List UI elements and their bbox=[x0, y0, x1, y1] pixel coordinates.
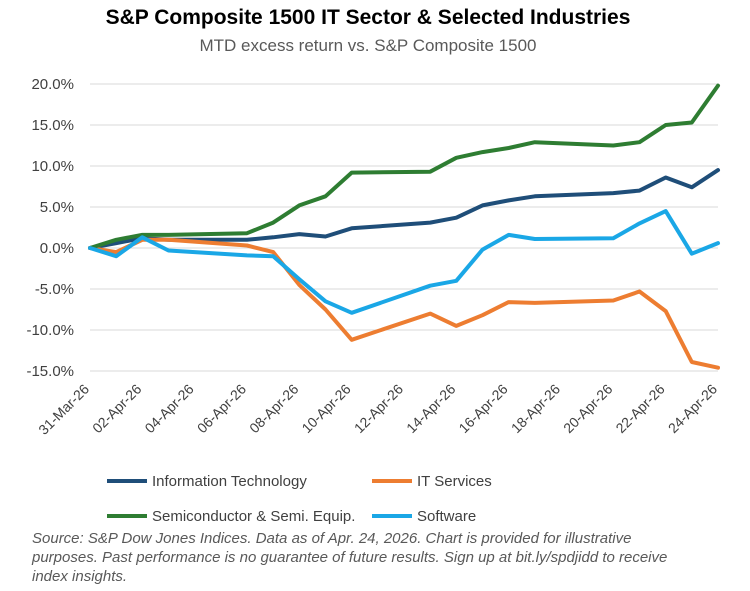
legend: Information Technology IT Services Semicon… bbox=[107, 473, 492, 525]
x-tick-label: 14-Apr-26 bbox=[403, 381, 458, 436]
x-tick-label: 06-Apr-26 bbox=[194, 381, 249, 436]
series-line-2 bbox=[88, 237, 720, 370]
series-lines bbox=[88, 83, 720, 370]
legend-label: Information Technology bbox=[152, 473, 307, 490]
legend-label: Semiconductor & Semi. Equip. bbox=[152, 508, 355, 525]
x-tick-label: 12-Apr-26 bbox=[351, 381, 406, 436]
footnote-line-3: index insights. bbox=[32, 568, 127, 585]
legend-item: Information Technology bbox=[107, 473, 307, 490]
x-tick-label: 22-Apr-26 bbox=[612, 381, 667, 436]
legend-item: Semiconductor & Semi. Equip. bbox=[107, 508, 355, 525]
footnote: Source: S&P Dow Jones Indices. Data as o… bbox=[31, 530, 667, 585]
y-tick-label: -5.0% bbox=[35, 281, 74, 298]
y-tick-label: 5.0% bbox=[40, 199, 74, 216]
x-tick-label: 10-Apr-26 bbox=[298, 381, 353, 436]
legend-label: IT Services bbox=[417, 473, 492, 490]
x-tick-label: 16-Apr-26 bbox=[455, 381, 510, 436]
chart-title: S&P Composite 1500 IT Sector & Selected … bbox=[106, 6, 631, 29]
x-tick-label: 04-Apr-26 bbox=[141, 381, 196, 436]
y-tick-label: -15.0% bbox=[26, 363, 74, 380]
series-line-4 bbox=[88, 209, 720, 315]
gridlines bbox=[90, 83, 718, 372]
x-tick-label: 24-Apr-26 bbox=[665, 381, 720, 436]
footnote-line-2: purposes. Past performance is no guarant… bbox=[31, 549, 667, 566]
chart-subtitle: MTD excess return vs. S&P Composite 1500 bbox=[200, 36, 537, 55]
legend-label: Software bbox=[417, 508, 476, 525]
x-axis-ticks: 31-Mar-2602-Apr-2604-Apr-2606-Apr-2608-A… bbox=[35, 381, 720, 438]
y-tick-label: 20.0% bbox=[31, 76, 74, 93]
x-tick-label: 08-Apr-26 bbox=[246, 381, 301, 436]
legend-item: Software bbox=[372, 508, 476, 525]
x-tick-label: 18-Apr-26 bbox=[508, 381, 563, 436]
series-line-3 bbox=[88, 83, 720, 250]
footnote-line-1: Source: S&P Dow Jones Indices. Data as o… bbox=[32, 530, 631, 547]
x-tick-label: 31-Mar-26 bbox=[35, 381, 92, 438]
x-tick-label: 02-Apr-26 bbox=[89, 381, 144, 436]
legend-item: IT Services bbox=[372, 473, 492, 490]
y-tick-label: 10.0% bbox=[31, 158, 74, 175]
y-tick-label: -10.0% bbox=[26, 322, 74, 339]
y-axis-ticks: -15.0% -10.0% -5.0% 0.0% 5.0% 10.0% 15.0% 20.0% bbox=[26, 76, 74, 380]
x-tick-label: 20-Apr-26 bbox=[560, 381, 615, 436]
y-tick-label: 0.0% bbox=[40, 240, 74, 257]
y-tick-label: 15.0% bbox=[31, 117, 74, 134]
